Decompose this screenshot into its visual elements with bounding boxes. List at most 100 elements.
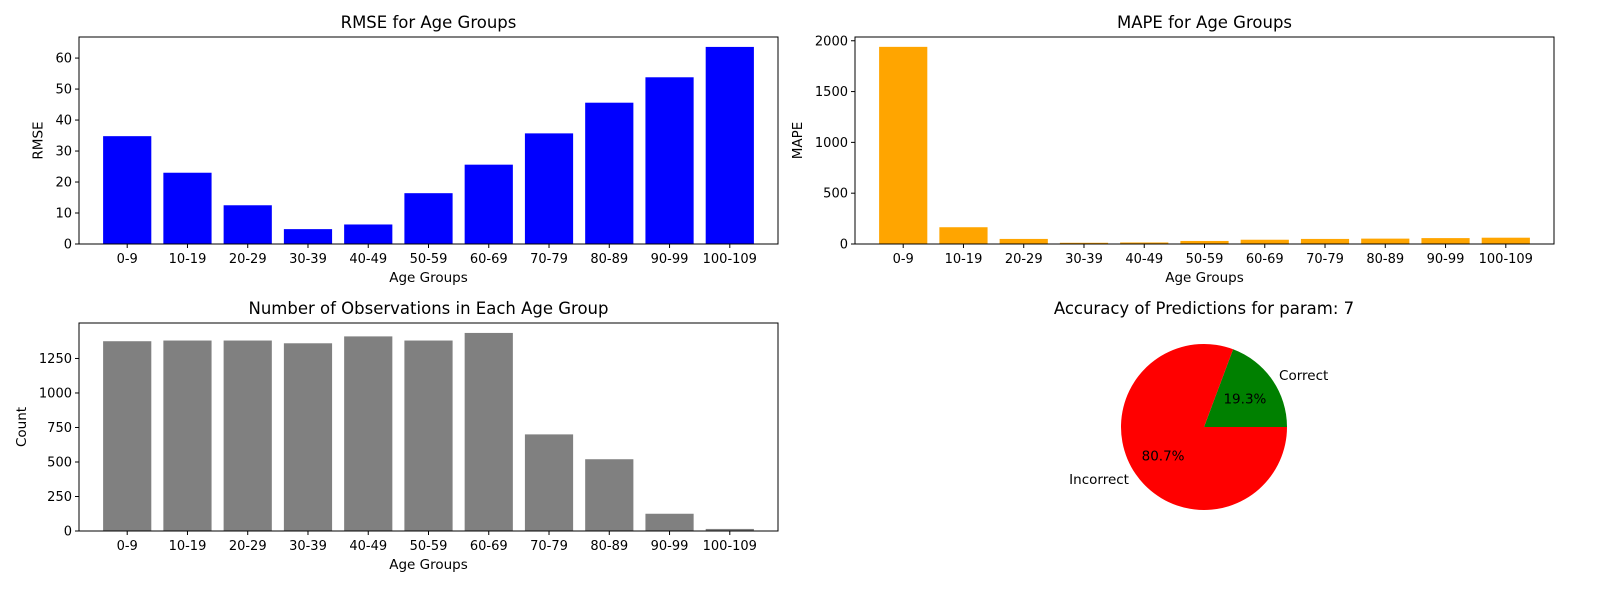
x-tick-label: 50-59 xyxy=(410,252,448,267)
x-axis-label: Age Groups xyxy=(389,557,468,573)
x-tick-label: 100-109 xyxy=(1479,252,1533,267)
bar-10-19 xyxy=(163,340,212,531)
x-tick-label: 80-89 xyxy=(590,539,628,554)
bar-20-29 xyxy=(223,205,272,244)
chart-panel-3: Correct 19.3% Incorrect 80.7% Accuracy of Pr… xyxy=(1054,299,1354,510)
x-tick-label: 90-99 xyxy=(651,539,689,554)
y-tick-label: 50 xyxy=(55,83,72,98)
x-tick-label: 70-79 xyxy=(530,252,568,267)
x-tick-label: 10-19 xyxy=(169,539,207,554)
pie-percent-label: 19.3% xyxy=(1223,392,1266,408)
bar-80-89 xyxy=(1361,238,1410,244)
bar-50-59 xyxy=(404,340,453,531)
y-tick-label: 500 xyxy=(47,455,72,470)
pie-label: Correct xyxy=(1279,368,1328,384)
chart-panel-1: 0-9 10-19 20-29 30-39 40-49 50-59 60-69 70-79 80… xyxy=(790,13,1555,286)
bar-100-109 xyxy=(1481,237,1530,244)
x-tick-label: 80-89 xyxy=(590,252,628,267)
y-tick-label: 1000 xyxy=(815,136,848,151)
x-tick-label: 50-59 xyxy=(410,539,448,554)
x-tick-label: 70-79 xyxy=(530,539,568,554)
bar-70-79 xyxy=(524,434,574,531)
x-tick-label: 40-49 xyxy=(349,252,387,267)
chart-title: Number of Observations in Each Age Group xyxy=(249,299,609,318)
bar-0-9 xyxy=(103,136,152,244)
x-tick-label: 70-79 xyxy=(1306,252,1344,267)
pie-slice-incorrect xyxy=(1120,344,1287,510)
y-tick-label: 1250 xyxy=(39,352,72,367)
bar-30-39 xyxy=(1059,242,1109,244)
bar-40-49 xyxy=(344,224,393,244)
bar-90-99 xyxy=(645,77,694,245)
pie-slice-correct xyxy=(1204,349,1287,427)
bar-80-89 xyxy=(585,459,634,531)
bar-40-49 xyxy=(344,336,393,531)
y-tick-label: 20 xyxy=(55,176,72,191)
x-tick-label: 100-109 xyxy=(703,539,757,554)
bar-30-39 xyxy=(283,343,333,531)
chart-panel-2: 0-9 10-19 20-29 30-39 40-49 50-59 60-69 70-79 80… xyxy=(14,299,779,573)
x-tick-label: 30-39 xyxy=(289,539,327,554)
x-tick-label: 0-9 xyxy=(117,252,138,267)
bar-60-69 xyxy=(464,164,513,244)
x-tick-label: 60-69 xyxy=(470,539,508,554)
x-tick-label: 40-49 xyxy=(349,539,387,554)
x-tick-label: 0-9 xyxy=(117,539,138,554)
bar-10-19 xyxy=(939,227,988,244)
bar-40-49 xyxy=(1120,242,1169,244)
y-axis-label: MAPE xyxy=(790,122,806,160)
bar-10-19 xyxy=(163,172,212,244)
y-tick-label: 1500 xyxy=(815,85,848,100)
x-tick-label: 100-109 xyxy=(703,252,757,267)
x-tick-label: 20-29 xyxy=(1005,252,1043,267)
chart-title: Accuracy of Predictions for param: 7 xyxy=(1054,299,1354,318)
y-axis-label: RMSE xyxy=(30,121,46,159)
x-tick-label: 10-19 xyxy=(169,252,207,267)
x-tick-label: 10-19 xyxy=(945,252,983,267)
pie-percent-label: 80.7% xyxy=(1142,448,1185,464)
x-axis-label: Age Groups xyxy=(1165,270,1244,286)
plot-frame xyxy=(854,36,1555,245)
x-tick-label: 30-39 xyxy=(289,252,327,267)
y-tick-label: 250 xyxy=(47,490,72,505)
y-tick-label: 750 xyxy=(47,421,72,436)
bar-90-99 xyxy=(1421,238,1470,244)
y-tick-label: 0 xyxy=(64,238,72,253)
y-tick-label: 10 xyxy=(55,207,72,222)
y-tick-label: 60 xyxy=(55,52,72,67)
chart-title: RMSE for Age Groups xyxy=(341,13,517,32)
y-axis-label: Count xyxy=(14,407,30,447)
x-tick-label: 80-89 xyxy=(1366,252,1404,267)
y-tick-label: 1000 xyxy=(39,386,72,401)
y-tick-label: 2000 xyxy=(815,34,848,49)
bar-100-109 xyxy=(705,528,754,531)
bar-20-29 xyxy=(223,340,272,531)
bar-90-99 xyxy=(645,513,694,531)
x-tick-label: 50-59 xyxy=(1186,252,1224,267)
x-tick-label: 0-9 xyxy=(893,252,914,267)
bar-60-69 xyxy=(464,332,513,531)
pie-label: Incorrect xyxy=(1069,472,1129,488)
x-tick-label: 20-29 xyxy=(229,539,267,554)
bar-50-59 xyxy=(404,193,453,244)
x-tick-label: 60-69 xyxy=(1246,252,1284,267)
y-tick-label: 0 xyxy=(64,525,72,540)
x-tick-label: 90-99 xyxy=(1427,252,1465,267)
chart-title: MAPE for Age Groups xyxy=(1117,13,1292,32)
bar-20-29 xyxy=(999,238,1048,244)
bar-80-89 xyxy=(585,102,634,244)
bar-60-69 xyxy=(1240,239,1289,244)
bar-50-59 xyxy=(1180,240,1229,244)
x-tick-label: 40-49 xyxy=(1125,252,1163,267)
x-tick-label: 60-69 xyxy=(470,252,508,267)
y-tick-label: 0 xyxy=(840,238,848,253)
bar-30-39 xyxy=(283,229,333,244)
y-tick-label: 500 xyxy=(823,187,848,202)
y-tick-label: 30 xyxy=(55,145,72,160)
x-tick-label: 30-39 xyxy=(1065,252,1103,267)
bar-100-109 xyxy=(705,46,754,244)
y-tick-label: 40 xyxy=(55,114,72,129)
bar-70-79 xyxy=(1300,238,1350,244)
x-tick-label: 90-99 xyxy=(651,252,689,267)
